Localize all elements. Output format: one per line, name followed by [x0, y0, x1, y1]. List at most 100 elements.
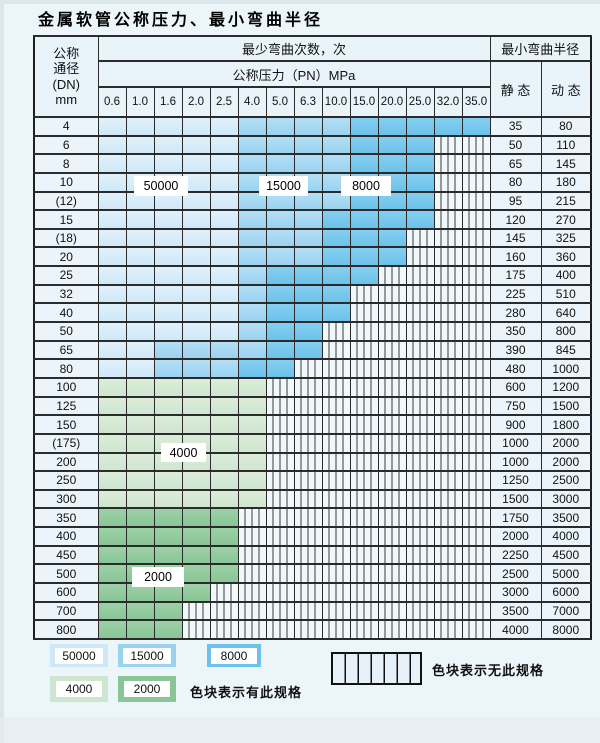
spec-cell-15000	[321, 134, 351, 156]
spec-cell-4000	[97, 488, 127, 510]
no-spec-cell	[293, 619, 323, 640]
spec-cell-50000	[153, 283, 183, 305]
spec-cell-2000	[153, 619, 183, 640]
spec-cell-8000	[265, 302, 295, 324]
spec-cell-2000	[209, 563, 239, 584]
spec-cell-8000	[321, 246, 351, 268]
table-row: 4 35 80	[33, 116, 592, 137]
table-row: 250 1250 2500	[33, 470, 592, 491]
table-header: 公称 通径 (DN) mm 最少弯曲次数，次 最小弯曲半径 公称压力（PN）MPa 静…	[33, 35, 592, 118]
dn-cell: 32	[33, 283, 99, 305]
no-spec-cell	[433, 470, 463, 491]
no-spec-cell	[377, 563, 407, 584]
spec-cell-15000	[265, 153, 295, 174]
no-spec-cell	[321, 339, 351, 361]
spec-cell-8000	[377, 227, 407, 249]
dynamic-radius-cell: 6000	[540, 582, 592, 603]
dynamic-radius-cell: 7000	[540, 600, 592, 622]
no-spec-cell	[349, 414, 379, 435]
spec-cell-4000	[153, 470, 183, 491]
spec-cell-8000	[265, 283, 295, 305]
legend-swatch-8000: 8000	[207, 644, 261, 667]
spec-cell-8000	[377, 134, 407, 156]
spec-cell-50000	[209, 265, 239, 286]
spec-cell-4000	[181, 470, 211, 491]
spec-cell-50000	[97, 358, 127, 379]
no-spec-cell	[377, 600, 407, 622]
dynamic-radius-cell: 4500	[540, 544, 592, 566]
no-spec-cell	[265, 488, 295, 510]
no-spec-cell	[433, 358, 463, 379]
static-radius-cell: 4000	[489, 619, 542, 640]
spec-cell-4000	[125, 376, 155, 398]
no-spec-cell	[433, 339, 463, 361]
no-spec-cell	[433, 302, 463, 324]
dn-cell: 20	[33, 246, 99, 268]
dn-cell: 250	[33, 470, 99, 491]
spec-cell-50000	[125, 339, 155, 361]
no-spec-cell	[433, 227, 463, 249]
spec-cell-2000	[97, 544, 127, 566]
spec-cell-15000	[209, 358, 239, 379]
no-spec-cell	[377, 339, 407, 361]
spec-cell-50000	[125, 227, 155, 249]
no-spec-cell	[461, 227, 491, 249]
pressure-column-header: 1.0	[125, 86, 155, 118]
spec-cell-15000	[265, 227, 295, 249]
spec-cell-50000	[97, 116, 127, 137]
spec-cell-2000	[181, 582, 211, 603]
no-spec-cell	[265, 507, 295, 529]
spec-cell-8000	[321, 227, 351, 249]
no-spec-cell	[237, 619, 267, 640]
spec-cell-50000	[97, 190, 127, 212]
dynamic-radius-cell: 2000	[540, 432, 592, 454]
dn-cell: 200	[33, 451, 99, 473]
table-row: (12) 95 215	[33, 190, 592, 212]
no-spec-cell	[377, 526, 407, 547]
no-spec-cell	[433, 265, 463, 286]
dynamic-radius-cell: 510	[540, 283, 592, 305]
no-spec-cell	[321, 526, 351, 547]
dynamic-radius-cell: 3000	[540, 488, 592, 510]
spec-cell-8000	[321, 209, 351, 230]
spec-cell-50000	[97, 339, 127, 361]
spec-cell-4000	[237, 470, 267, 491]
no-spec-cell	[349, 507, 379, 529]
no-spec-cell	[433, 488, 463, 510]
spec-cell-50000	[153, 134, 183, 156]
no-spec-cell	[461, 265, 491, 286]
spec-cell-50000	[125, 209, 155, 230]
no-spec-cell	[377, 432, 407, 454]
no-spec-cell	[349, 358, 379, 379]
no-spec-cell	[293, 544, 323, 566]
spec-cell-50000	[97, 171, 127, 193]
dn-cell: 40	[33, 302, 99, 324]
spec-cell-50000	[125, 246, 155, 268]
dn-cell: 500	[33, 563, 99, 584]
dn-cell: 4	[33, 116, 99, 137]
spec-cell-50000	[209, 116, 239, 137]
no-spec-cell	[265, 600, 295, 622]
corner-header-line: 公称	[53, 45, 80, 61]
no-spec-cell	[349, 283, 379, 305]
spec-cell-15000	[153, 358, 183, 379]
no-spec-cell	[405, 414, 435, 435]
spec-cell-4000	[97, 451, 127, 473]
no-spec-cell	[349, 451, 379, 473]
spec-cell-2000	[181, 544, 211, 566]
table-row: 400 2000 4000	[33, 526, 592, 547]
spec-cell-50000	[209, 321, 239, 342]
spec-cell-50000	[181, 283, 211, 305]
pressure-column-header: 6.3	[293, 86, 323, 118]
dynamic-radius-cell: 110	[540, 134, 592, 156]
no-spec-cell	[405, 321, 435, 342]
no-spec-cell	[293, 526, 323, 547]
static-header: 静 态	[489, 60, 542, 118]
no-spec-cell	[405, 563, 435, 584]
no-spec-cell	[405, 619, 435, 640]
no-spec-cell	[461, 246, 491, 268]
dn-cell: 125	[33, 395, 99, 417]
spec-cell-8000	[405, 209, 435, 230]
spec-cell-8000	[405, 153, 435, 174]
table-row: 40 280 640	[33, 302, 592, 324]
